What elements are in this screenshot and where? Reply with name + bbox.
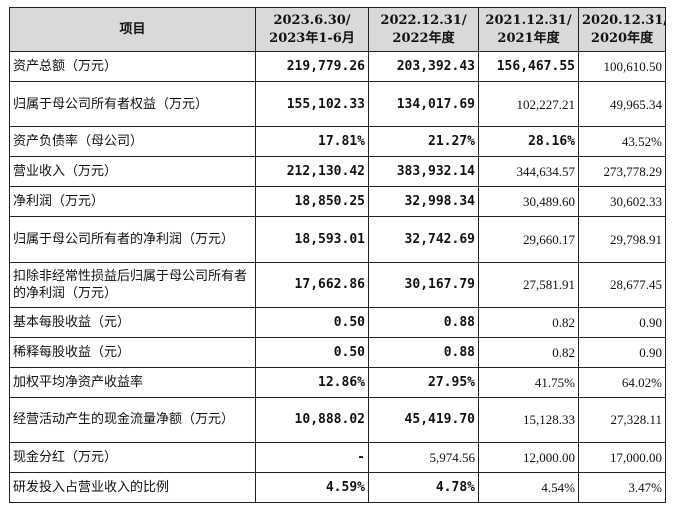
cell-2023h1: - [255, 442, 369, 473]
header-item: 项目 [9, 7, 256, 52]
cell-2023h1: 155,102.33 [255, 80, 369, 128]
cell-2022: 4.78% [368, 472, 479, 503]
cell-2022: 203,392.43 [368, 51, 479, 82]
row-label: 基本每股收益（元） [9, 306, 256, 338]
cell-2023h1: 0.50 [255, 336, 369, 368]
row-label: 加权平均净资产收益率 [9, 366, 256, 398]
cell-2023h1: 0.50 [255, 306, 369, 338]
cell-2021: 27,581.91 [478, 261, 579, 308]
cell-2023h1: 12.86% [255, 366, 369, 398]
header-2021: 2021.12.31/2021年度 [478, 7, 579, 52]
row-label: 营业收入（万元） [9, 156, 256, 188]
cell-2020: 49,965.34 [578, 80, 666, 128]
cell-2023h1: 17.81% [255, 126, 369, 158]
cell-2022: 21.27% [368, 126, 479, 158]
cell-2021: 30,489.60 [478, 186, 579, 218]
cell-2023h1: 18,850.25 [255, 186, 369, 218]
cell-2022: 0.88 [368, 306, 479, 338]
cell-2020: 28,677.45 [578, 261, 666, 308]
cell-2023h1: 219,779.26 [255, 51, 369, 82]
cell-2022: 383,932.14 [368, 156, 479, 188]
cell-2021: 28.16% [478, 126, 579, 158]
table-row: 现金分红（万元） - 5,974.56 12,000.00 17,000.00 [9, 442, 666, 473]
table-row: 基本每股收益（元） 0.50 0.88 0.82 0.90 [9, 306, 666, 338]
cell-2021: 12,000.00 [478, 442, 579, 473]
table-body: 资产总额（万元） 219,779.26 203,392.43 156,467.5… [9, 51, 666, 503]
cell-2020: 30,602.33 [578, 186, 666, 218]
cell-2020: 29,798.91 [578, 216, 666, 263]
cell-2021: 0.82 [478, 306, 579, 338]
cell-2022: 30,167.79 [368, 261, 479, 308]
cell-2023h1: 17,662.86 [255, 261, 369, 308]
row-label: 资产总额（万元） [9, 51, 256, 82]
cell-2023h1: 18,593.01 [255, 216, 369, 263]
table-header: 项目 2023.6.30/2023年1-6月 2022.12.31/2022年度… [9, 7, 666, 52]
table-row: 资产总额（万元） 219,779.26 203,392.43 156,467.5… [9, 51, 666, 82]
cell-2020: 17,000.00 [578, 442, 666, 473]
table-row: 加权平均净资产收益率 12.86% 27.95% 41.75% 64.02% [9, 366, 666, 398]
row-label: 现金分红（万元） [9, 442, 256, 473]
table-row: 稀释每股收益（元） 0.50 0.88 0.82 0.90 [9, 336, 666, 368]
cell-2021: 29,660.17 [478, 216, 579, 263]
cell-2023h1: 10,888.02 [255, 396, 369, 444]
row-label: 归属于母公司所有者权益（万元） [9, 80, 256, 128]
cell-2020: 43.52% [578, 126, 666, 158]
table-row: 研发投入占营业收入的比例 4.59% 4.78% 4.54% 3.47% [9, 472, 666, 503]
cell-2021: 15,128.33 [478, 396, 579, 444]
cell-2020: 100,610.50 [578, 51, 666, 82]
row-label: 扣除非经常性损益后归属于母公司所有者的净利润（万元） [9, 261, 256, 308]
table-row: 净利润（万元） 18,850.25 32,998.34 30,489.60 30… [9, 186, 666, 218]
row-label: 归属于母公司所有者的净利润（万元） [9, 216, 256, 263]
row-label: 研发投入占营业收入的比例 [9, 472, 256, 503]
cell-2020: 64.02% [578, 366, 666, 398]
cell-2021: 156,467.55 [478, 51, 579, 82]
table-row: 资产负债率（母公司） 17.81% 21.27% 28.16% 43.52% [9, 126, 666, 158]
table-row: 经营活动产生的现金流量净额（万元） 10,888.02 45,419.70 15… [9, 396, 666, 444]
cell-2021: 4.54% [478, 472, 579, 503]
header-row: 项目 2023.6.30/2023年1-6月 2022.12.31/2022年度… [9, 7, 666, 52]
cell-2020: 0.90 [578, 336, 666, 368]
financial-summary-table: 项目 2023.6.30/2023年1-6月 2022.12.31/2022年度… [9, 7, 666, 503]
header-2023h1: 2023.6.30/2023年1-6月 [255, 7, 369, 52]
cell-2022: 0.88 [368, 336, 479, 368]
row-label: 资产负债率（母公司） [9, 126, 256, 158]
cell-2023h1: 212,130.42 [255, 156, 369, 188]
table-row: 归属于母公司所有者的净利润（万元） 18,593.01 32,742.69 29… [9, 216, 666, 263]
cell-2022: 45,419.70 [368, 396, 479, 444]
cell-2021: 344,634.57 [478, 156, 579, 188]
cell-2021: 102,227.21 [478, 80, 579, 128]
cell-2022: 32,998.34 [368, 186, 479, 218]
cell-2020: 273,778.29 [578, 156, 666, 188]
row-label: 净利润（万元） [9, 186, 256, 218]
cell-2022: 32,742.69 [368, 216, 479, 263]
cell-2020: 3.47% [578, 472, 666, 503]
row-label: 经营活动产生的现金流量净额（万元） [9, 396, 256, 444]
cell-2022: 5,974.56 [368, 442, 479, 473]
table-row: 归属于母公司所有者权益（万元） 155,102.33 134,017.69 10… [9, 80, 666, 128]
cell-2020: 27,328.11 [578, 396, 666, 444]
table-row: 营业收入（万元） 212,130.42 383,932.14 344,634.5… [9, 156, 666, 188]
cell-2022: 27.95% [368, 366, 479, 398]
header-2022: 2022.12.31/2022年度 [368, 7, 479, 52]
cell-2023h1: 4.59% [255, 472, 369, 503]
cell-2021: 41.75% [478, 366, 579, 398]
header-2020: 2020.12.31/2020年度 [578, 7, 666, 52]
cell-2021: 0.82 [478, 336, 579, 368]
table-row: 扣除非经常性损益后归属于母公司所有者的净利润（万元） 17,662.86 30,… [9, 261, 666, 308]
row-label: 稀释每股收益（元） [9, 336, 256, 368]
cell-2020: 0.90 [578, 306, 666, 338]
cell-2022: 134,017.69 [368, 80, 479, 128]
